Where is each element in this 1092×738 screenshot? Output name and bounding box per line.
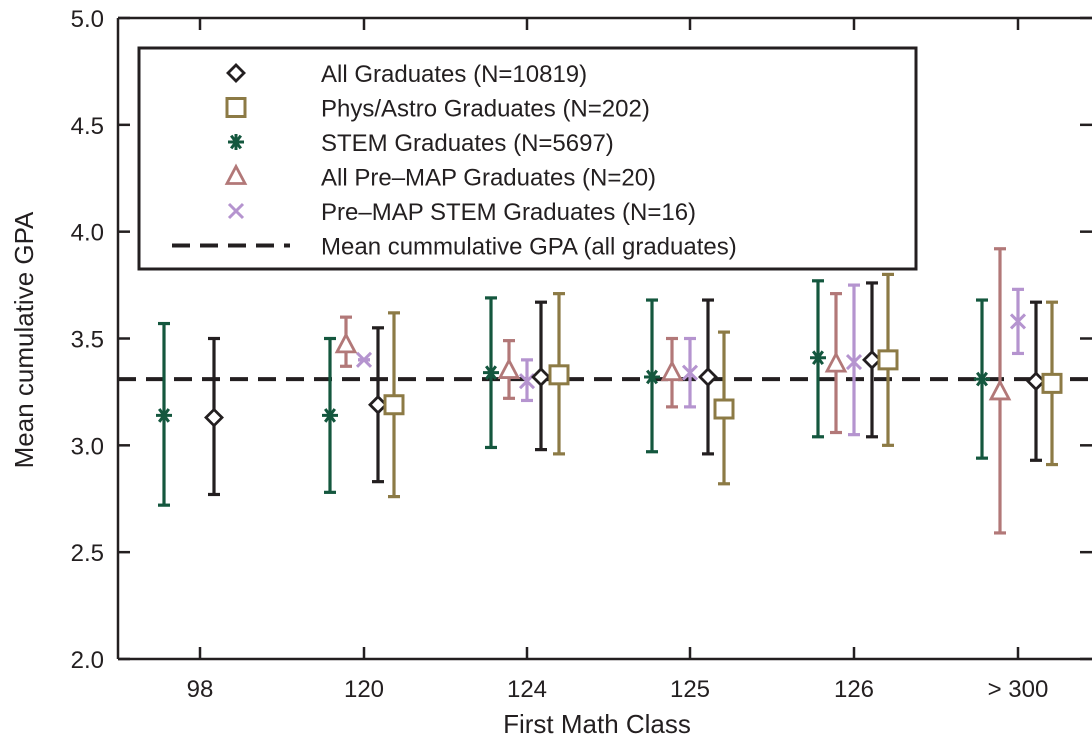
legend-label: Pre–MAP STEM Graduates (N=16) xyxy=(321,199,696,226)
series-layer xyxy=(156,247,1063,535)
y-tick-label: 4.5 xyxy=(71,113,104,140)
data-point-asterisk xyxy=(810,349,826,366)
data-point-triangle xyxy=(988,378,1012,401)
legend-label: Mean cummulative GPA (all graduates) xyxy=(321,234,737,261)
data-point-x xyxy=(681,364,699,381)
x-axis-title: First Math Class xyxy=(503,709,691,738)
data-point-diamond xyxy=(531,366,551,387)
legend-marker-x xyxy=(227,202,245,220)
legend-marker-triangle xyxy=(224,163,248,185)
data-point-diamond xyxy=(368,394,388,415)
x-tick-label: 120 xyxy=(344,676,384,703)
legend: All Graduates (N=10819) Phys/Astro Gradua… xyxy=(137,46,918,271)
data-point-x xyxy=(355,351,373,368)
x-tick-label: 98 xyxy=(187,676,214,703)
y-axis-title: Mean cumulative GPA xyxy=(9,211,39,468)
data-point-diamond xyxy=(204,407,224,428)
y-tick-label: 5.0 xyxy=(71,6,104,33)
data-point-diamond xyxy=(698,366,718,387)
data-point-square xyxy=(713,398,735,420)
y-tick-label: 2.0 xyxy=(71,647,104,674)
data-point-triangle xyxy=(497,357,521,379)
data-point-x xyxy=(845,353,863,371)
y-tick-label: 3.0 xyxy=(71,433,104,460)
data-point-diamond xyxy=(862,349,882,370)
x-tick-label: > 300 xyxy=(988,676,1049,703)
series-triangle xyxy=(334,247,1012,535)
plot-area: 2.0 2.5 3.0 3.5 4.0 4.5 5.0 98 120 124 125 126 > 300 xyxy=(71,6,1092,703)
data-point-asterisk xyxy=(322,407,338,424)
data-point-x xyxy=(1009,313,1027,330)
data-point-asterisk xyxy=(644,368,660,385)
data-point-triangle xyxy=(824,351,848,373)
data-point-asterisk xyxy=(156,407,172,424)
legend-marker-diamond xyxy=(226,63,246,83)
y-tick-label: 4.0 xyxy=(71,220,104,247)
x-tick-label: 125 xyxy=(670,676,710,703)
legend-label: All Graduates (N=10819) xyxy=(321,61,587,88)
legend-label: STEM Graduates (N=5697) xyxy=(321,130,614,157)
x-tick-label: 124 xyxy=(507,676,547,703)
legend-label: Phys/Astro Graduates (N=202) xyxy=(321,96,650,123)
data-point-square xyxy=(877,349,899,371)
legend-marker-square xyxy=(225,97,247,118)
series-square xyxy=(383,272,1063,499)
series-x xyxy=(355,283,1027,437)
legend-label: All Pre–MAP Graduates (N=20) xyxy=(321,165,656,192)
ticks: 2.0 2.5 3.0 3.5 4.0 4.5 5.0 98 120 124 125 126 > 300 xyxy=(71,6,1092,703)
data-point-triangle xyxy=(660,359,684,382)
series-diamond xyxy=(204,281,1046,497)
data-point-diamond xyxy=(1026,371,1046,392)
data-point-square xyxy=(548,364,570,386)
series-asterisk xyxy=(156,279,990,507)
legend-marker-asterisk xyxy=(228,134,244,150)
x-tick-label: 126 xyxy=(834,676,874,703)
data-point-triangle xyxy=(334,331,358,354)
data-point-asterisk xyxy=(974,371,990,388)
data-point-square xyxy=(383,394,405,416)
legend-items: All Graduates (N=10819) Phys/Astro Gradua… xyxy=(172,61,737,261)
data-point-asterisk xyxy=(483,364,499,381)
data-point-square xyxy=(1041,372,1063,394)
y-tick-label: 2.5 xyxy=(71,540,104,567)
legend-box xyxy=(137,46,918,271)
y-tick-label: 3.5 xyxy=(71,327,104,354)
